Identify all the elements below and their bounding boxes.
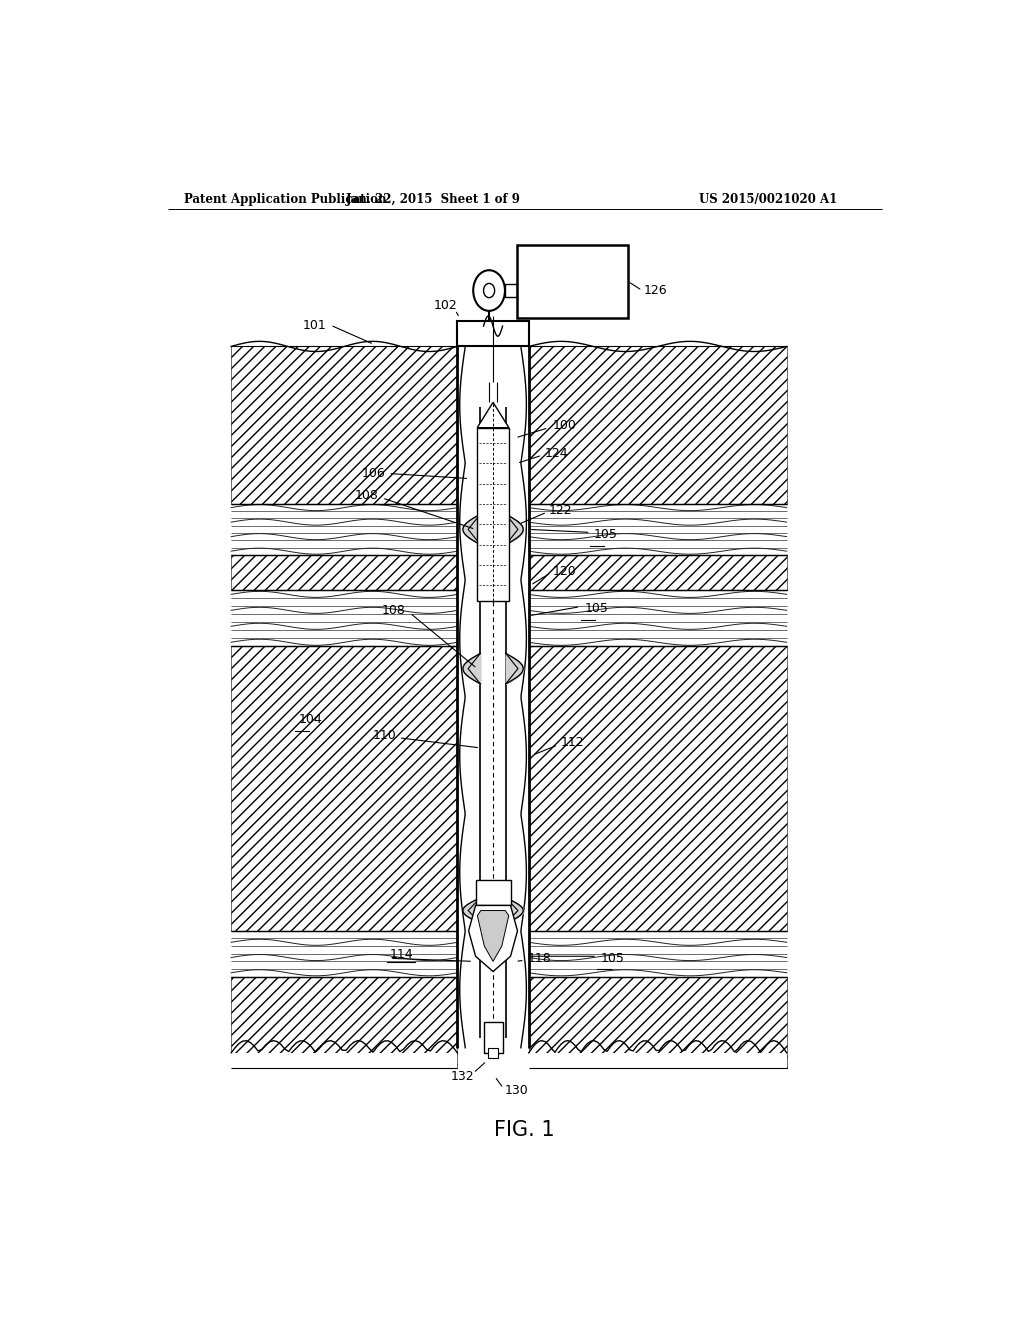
Polygon shape — [469, 906, 517, 972]
Text: 124: 124 — [545, 446, 568, 459]
Text: 105: 105 — [585, 602, 608, 615]
Text: 122: 122 — [549, 503, 572, 516]
Text: 105: 105 — [600, 952, 624, 965]
Circle shape — [483, 284, 495, 297]
Circle shape — [473, 271, 505, 312]
Text: 112: 112 — [560, 737, 584, 750]
Bar — [231, 647, 458, 931]
Bar — [517, 244, 628, 318]
Bar — [528, 977, 786, 1068]
Bar — [231, 504, 458, 554]
Text: FIG. 1: FIG. 1 — [495, 1121, 555, 1140]
Bar — [231, 977, 458, 1068]
Bar — [231, 590, 458, 647]
Text: 126: 126 — [644, 284, 668, 297]
Text: 104: 104 — [299, 713, 323, 726]
Bar — [475, 880, 511, 906]
Text: 114: 114 — [390, 948, 414, 961]
Bar — [458, 321, 528, 346]
Bar — [505, 284, 517, 297]
Bar — [528, 931, 786, 977]
Bar — [528, 647, 786, 931]
Bar — [477, 428, 509, 601]
Bar — [528, 346, 786, 504]
Bar — [231, 554, 458, 590]
Bar — [528, 590, 786, 647]
Text: 118: 118 — [528, 952, 552, 965]
Text: Jan. 22, 2015  Sheet 1 of 9: Jan. 22, 2015 Sheet 1 of 9 — [346, 193, 521, 206]
Text: 102: 102 — [433, 300, 458, 313]
Polygon shape — [477, 911, 509, 961]
Text: 132: 132 — [451, 1069, 474, 1082]
Bar — [528, 504, 786, 554]
Text: 108: 108 — [382, 605, 406, 618]
Text: 105: 105 — [594, 528, 617, 541]
Polygon shape — [477, 403, 509, 428]
Bar — [483, 1022, 503, 1053]
Bar — [480, 408, 506, 1038]
Bar — [528, 1053, 786, 1078]
Text: US 2015/0021020 A1: US 2015/0021020 A1 — [699, 193, 838, 206]
Bar — [231, 346, 458, 504]
Bar — [488, 1048, 498, 1057]
Text: 101: 101 — [303, 318, 327, 331]
Text: 106: 106 — [362, 467, 386, 480]
Bar — [231, 1053, 458, 1078]
Text: 110: 110 — [373, 729, 396, 742]
Text: 120: 120 — [553, 565, 577, 578]
Text: 130: 130 — [505, 1084, 528, 1097]
Bar — [528, 554, 786, 590]
Bar — [231, 931, 458, 977]
Text: Patent Application Publication: Patent Application Publication — [183, 193, 386, 206]
Text: 108: 108 — [354, 490, 378, 503]
Text: 100: 100 — [553, 420, 577, 432]
